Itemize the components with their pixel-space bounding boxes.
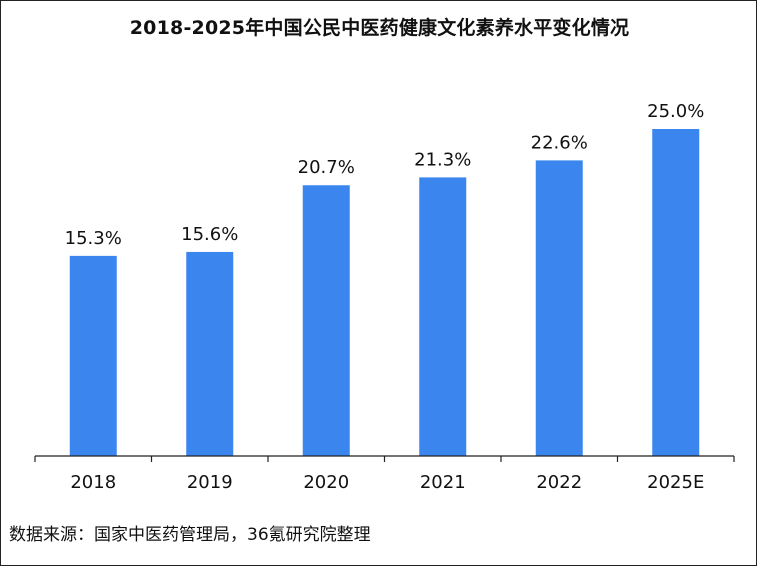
data-label-2025E: 25.0% xyxy=(647,101,704,122)
data-label-2018: 15.3% xyxy=(65,228,122,249)
x-tick-label-2018: 2018 xyxy=(70,472,116,493)
bar-2019 xyxy=(186,251,234,456)
value-labels-layer: 15.3% 15.6% 20.7% 21.3% 22.6% 25.0% xyxy=(65,101,705,249)
bars-layer xyxy=(69,129,700,456)
data-label-2019: 15.6% xyxy=(181,224,238,245)
x-tick-label-2022: 2022 xyxy=(536,472,582,493)
x-axis: 2018 2019 2020 2021 2022 2025E xyxy=(34,455,735,493)
x-tick-label-2021: 2021 xyxy=(420,472,466,493)
data-label-2020: 20.7% xyxy=(298,157,355,178)
bar-2020 xyxy=(302,185,350,456)
bar-2025E xyxy=(652,129,700,456)
bar-2021 xyxy=(419,177,467,456)
x-tick-label-2025E: 2025E xyxy=(647,472,704,493)
data-label-2022: 22.6% xyxy=(531,132,588,153)
x-tick-label-2020: 2020 xyxy=(303,472,349,493)
chart-title: 2018-2025年中国公民中医药健康文化素养水平变化情况 xyxy=(129,17,630,39)
x-tick-label-2019: 2019 xyxy=(187,472,233,493)
bar-2018 xyxy=(69,255,117,456)
source-note: 数据来源：国家中医药管理局，36氪研究院整理 xyxy=(9,525,371,545)
data-label-2021: 21.3% xyxy=(414,149,471,170)
bar-2022 xyxy=(535,160,583,456)
